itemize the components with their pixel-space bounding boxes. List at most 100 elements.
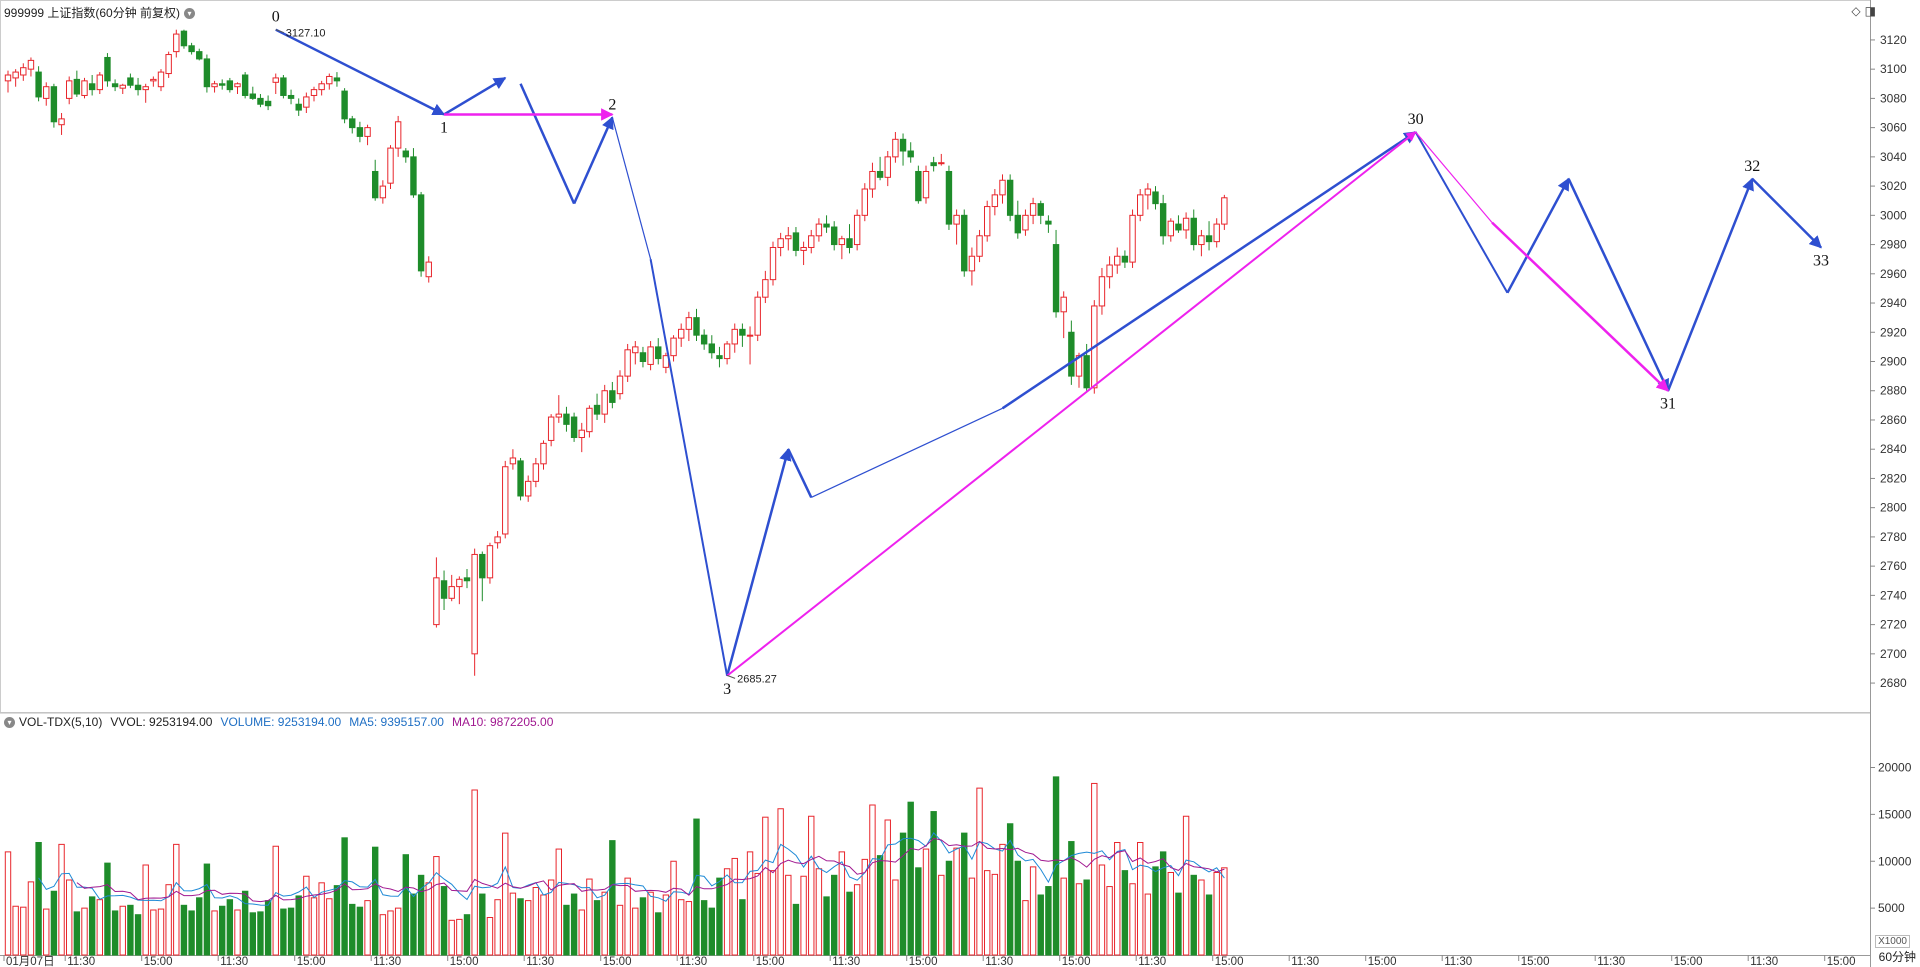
candle-body xyxy=(226,80,234,91)
volume-bar xyxy=(1075,883,1083,956)
time-tick-label: 11:30 xyxy=(67,956,95,967)
volume-bar xyxy=(754,872,761,956)
candle-body xyxy=(272,77,279,83)
volume-bar xyxy=(1221,867,1228,956)
time-tick-label: 11:30 xyxy=(1597,956,1625,967)
candle-body xyxy=(494,536,501,544)
volume-bar xyxy=(555,848,562,956)
candle-body xyxy=(456,578,463,588)
wave-line-blue xyxy=(275,28,446,116)
volume-bar xyxy=(922,848,930,956)
volume-bar xyxy=(769,870,777,956)
price-tick-label: 3120 xyxy=(1880,33,1907,47)
volume-bar xyxy=(303,875,310,956)
period-label[interactable]: 60分钟 xyxy=(1878,950,1916,964)
volume-bar xyxy=(601,891,608,956)
candle-body xyxy=(142,86,149,91)
candle-body xyxy=(1152,191,1159,205)
volume-bar xyxy=(808,815,815,956)
candle-body xyxy=(1029,203,1037,216)
candle-body xyxy=(479,553,486,579)
candle-body xyxy=(165,54,172,75)
candle-body xyxy=(922,170,930,199)
candle-body xyxy=(1159,203,1167,237)
wave-line-blue xyxy=(1751,177,1822,249)
volume-bar xyxy=(241,890,249,956)
volume-bar xyxy=(831,874,838,956)
candle-body xyxy=(433,577,440,626)
volume-bar xyxy=(81,907,88,956)
volume-bar xyxy=(379,914,387,956)
candle-body xyxy=(578,429,585,439)
candle-body xyxy=(127,77,134,86)
time-tick-label: 15:00 xyxy=(144,956,173,967)
candle-body xyxy=(968,255,976,272)
volume-bar xyxy=(272,845,279,956)
candle-body xyxy=(417,194,425,272)
diamond-icon[interactable]: ◇ xyxy=(1851,4,1861,18)
price-tick-label: 2980 xyxy=(1880,238,1907,252)
volume-bar xyxy=(1098,864,1106,956)
volume-tick-label: 5000 xyxy=(1878,901,1905,915)
candle-body xyxy=(754,296,761,336)
volume-bar xyxy=(685,901,693,956)
candle-body xyxy=(624,349,631,377)
volume-bar xyxy=(1114,842,1121,956)
price-tick-label: 3020 xyxy=(1880,179,1907,193)
candle-body xyxy=(838,238,846,246)
candle-body xyxy=(716,355,723,360)
candle-body xyxy=(58,118,65,126)
price-tick-label: 2940 xyxy=(1880,296,1907,310)
price-tick-label: 2760 xyxy=(1880,559,1907,573)
volume-bar xyxy=(540,894,547,956)
panel-toggle-icon[interactable]: ◨ xyxy=(1864,4,1876,18)
candle-body xyxy=(341,90,348,120)
volume-bar xyxy=(762,816,769,956)
volume-bar xyxy=(1121,870,1129,956)
volume-settings-icon[interactable]: ▾ xyxy=(4,717,15,729)
candle-body xyxy=(394,121,402,149)
candle-body xyxy=(999,179,1006,196)
candle-body xyxy=(1167,220,1174,237)
volume-bar xyxy=(318,882,325,956)
volume-bar xyxy=(127,904,134,956)
volume-bar xyxy=(739,899,746,956)
volume-bar xyxy=(907,801,914,956)
candle-body xyxy=(1175,223,1182,231)
volume-bar xyxy=(593,900,601,956)
candle-body xyxy=(1068,331,1075,377)
volume-bar xyxy=(578,909,585,956)
candle-body xyxy=(792,232,800,251)
volume-bar xyxy=(892,879,899,956)
candle-body xyxy=(1022,214,1029,231)
wave-point-label: 32 xyxy=(1744,158,1760,175)
wave-point-label: 2 xyxy=(608,96,616,113)
candle-body xyxy=(111,83,119,88)
time-tick-label: 11:30 xyxy=(1750,956,1778,967)
candle-body xyxy=(678,328,685,339)
wave-point-label: 33 xyxy=(1813,252,1829,269)
settings-dropdown-icon[interactable]: ▾ xyxy=(184,8,196,20)
volume-bar xyxy=(425,882,432,956)
extreme-price-label: 2685.27 xyxy=(737,673,777,685)
candle-body xyxy=(364,127,371,137)
volume-bar xyxy=(150,909,157,956)
time-tick-label: 11:30 xyxy=(832,956,860,967)
price-tick-label: 3060 xyxy=(1880,121,1907,135)
candle-body xyxy=(73,78,81,95)
candle-body xyxy=(509,457,517,465)
wave-line-blue xyxy=(725,447,792,677)
candle-body xyxy=(1129,214,1136,263)
candle-body xyxy=(907,150,914,158)
volume-bar xyxy=(930,811,937,956)
candle-body xyxy=(708,343,715,354)
wave-point-label: 1 xyxy=(440,119,448,136)
volume-bar xyxy=(655,912,662,956)
candle-body xyxy=(1190,217,1197,246)
volume-bar xyxy=(203,863,211,956)
candle-body xyxy=(287,94,295,99)
price-tick-label: 2900 xyxy=(1880,355,1907,369)
volume-bar xyxy=(853,884,861,956)
volume-bar xyxy=(647,891,654,956)
